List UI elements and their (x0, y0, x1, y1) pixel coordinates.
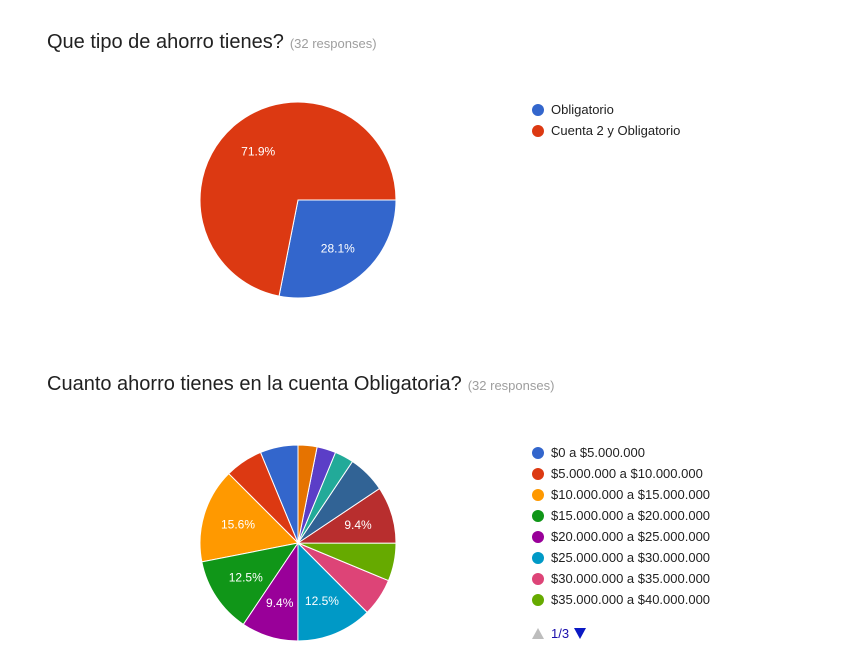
legend-pager: 1/3 (532, 626, 587, 641)
pie-slice (199, 101, 397, 297)
legend-label: $0 a $5.000.000 (551, 445, 645, 460)
legend-label: $35.000.000 a $40.000.000 (551, 592, 711, 607)
legend-label: $20.000.000 a $25.000.000 (551, 529, 711, 544)
pie-slice (297, 541, 368, 642)
legend-1: Obligatorio Cuenta 2 y Obligatorio (532, 99, 680, 141)
legend-item: $20.000.000 a $25.000.000 (532, 526, 710, 547)
legend-swatch (532, 103, 544, 116)
legend-label: $15.000.000 a $20.000.000 (551, 508, 711, 523)
pie-slice-label: 15.6% (221, 518, 255, 532)
legend-swatch (532, 124, 544, 137)
legend-swatch (532, 509, 544, 522)
legend-item: $30.000.000 a $35.000.000 (532, 568, 710, 589)
legend-item: $5.000.000 a $10.000.000 (532, 463, 710, 484)
pie-slice-label: 12.5% (305, 594, 339, 608)
question-2-title-row: Cuanto ahorro tienes en la cuenta Obliga… (47, 373, 554, 396)
pie-chart-2: 15.6%12.5%9.4% 12.5%9.4% (199, 444, 397, 642)
legend-item: $35.000.000 a $40.000.000 (532, 589, 710, 610)
pie-chart-1: 28.1% 71.9% (199, 101, 397, 299)
legend-swatch (532, 593, 544, 606)
pie-slice (297, 444, 318, 544)
question-2-title: Cuanto ahorro tienes en la cuenta Obliga… (47, 373, 462, 395)
pie-slice (199, 472, 300, 563)
question-2-response-count: (32 responses) (467, 378, 555, 393)
legend-item: $0 a $5.000.000 (532, 442, 710, 463)
legend-item: $15.000.000 a $20.000.000 (532, 505, 710, 526)
triangle-up-icon[interactable] (532, 628, 544, 639)
legend-label: Obligatorio (551, 102, 614, 117)
pie-slice (201, 542, 300, 626)
pie-slice-label: 9.4% (266, 596, 294, 610)
legend-swatch (532, 467, 544, 480)
legend-label: Cuenta 2 y Obligatorio (551, 123, 681, 138)
pie-slice-label: 71.9% (241, 145, 275, 159)
legend-label: $25.000.000 a $30.000.000 (551, 550, 711, 565)
pie-slice-label: 9.4% (344, 518, 372, 532)
legend-item: $25.000.000 a $30.000.000 (532, 547, 710, 568)
triangle-down-icon[interactable] (574, 628, 587, 639)
legend-swatch (532, 446, 544, 459)
legend-label: $30.000.000 a $35.000.000 (551, 571, 711, 586)
question-1-title-row: Que tipo de ahorro tienes? (32 responses) (47, 31, 377, 54)
legend-item: $10.000.000 a $15.000.000 (532, 484, 710, 505)
question-1-response-count: (32 responses) (289, 36, 377, 51)
legend-2: $0 a $5.000.000 $5.000.000 a $10.000.000 $… (532, 442, 710, 610)
legend-item: Obligatorio (532, 99, 680, 120)
legend-swatch (532, 551, 544, 564)
pie-slice (278, 199, 397, 299)
question-1-title: Que tipo de ahorro tienes? (47, 31, 284, 53)
legend-swatch (532, 488, 544, 501)
pie-slice-label: 12.5% (229, 571, 263, 585)
legend-label: $10.000.000 a $15.000.000 (551, 487, 711, 502)
legend-label: $5.000.000 a $10.000.000 (551, 466, 703, 481)
legend-swatch (532, 530, 544, 543)
pie-slice-label: 28.1% (321, 241, 355, 255)
legend-swatch (532, 572, 544, 585)
legend-page-number: 1/3 (551, 626, 570, 641)
legend-item: Cuenta 2 y Obligatorio (532, 120, 680, 141)
